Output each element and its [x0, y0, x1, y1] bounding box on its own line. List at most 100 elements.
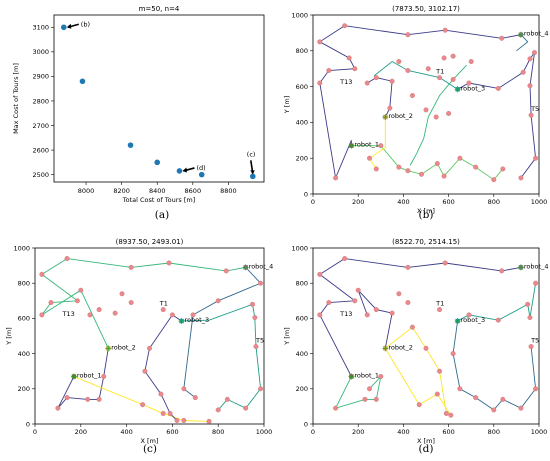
y-tick-label-c: 400: [18, 350, 30, 358]
task-node: [333, 175, 339, 181]
task-node: [533, 155, 539, 161]
task-node: [250, 301, 255, 307]
x-tick-label-b: 200: [352, 198, 364, 206]
y-axis-label-b: Y [m]: [283, 96, 291, 114]
route-line: [357, 289, 393, 349]
task-node: [160, 307, 166, 313]
y-tick-label-a: 2500: [32, 171, 49, 179]
task-node: [425, 66, 431, 72]
task-node: [396, 59, 402, 64]
task-node: [352, 298, 358, 304]
y-tick-label-d: 200: [296, 385, 308, 393]
task-node: [346, 55, 352, 61]
task-node: [437, 307, 443, 313]
task-node: [457, 155, 463, 161]
task-node: [112, 310, 118, 316]
data-point: [127, 142, 134, 148]
task-node: [317, 80, 323, 86]
x-axis-label-d: X [m]: [417, 437, 435, 445]
task-node: [252, 315, 258, 320]
x-tick-label-c: 200: [75, 428, 87, 436]
task-node: [128, 300, 134, 306]
y-tick-label-d: 600: [296, 315, 308, 323]
task-node: [364, 312, 370, 318]
task-node: [215, 407, 221, 413]
task-node: [434, 391, 440, 397]
task-node: [317, 312, 323, 318]
task-node: [253, 344, 259, 350]
task-label: T13: [339, 310, 352, 318]
task-label: T5: [530, 336, 539, 344]
task-node: [442, 260, 448, 266]
robot-label: robot_3: [461, 84, 486, 92]
task-node: [500, 396, 506, 402]
y-tick-label-c: 0: [26, 420, 30, 428]
task-node: [448, 412, 454, 418]
x-tick-label-d: 200: [352, 428, 364, 436]
robot-label: robot_3: [185, 316, 210, 324]
chart-title-c: (8937.50, 2493.01): [116, 238, 184, 246]
y-tick-label-a: 3000: [32, 48, 49, 56]
x-tick-label-c: 1000: [256, 428, 273, 436]
task-node: [446, 110, 452, 116]
route-line: [41, 258, 246, 349]
task-node: [373, 396, 379, 402]
route-line: [452, 320, 537, 411]
route-line: [373, 60, 458, 90]
plot-frame-a: [53, 14, 265, 183]
task-node: [499, 268, 505, 274]
plot-frame-c: [34, 247, 265, 425]
y-tick-label-a: 3100: [32, 24, 49, 32]
task-node: [434, 161, 440, 167]
y-tick-label-a: 2800: [32, 97, 49, 105]
task-node: [373, 307, 379, 313]
task-node: [326, 68, 332, 73]
task-node: [518, 175, 524, 181]
y-tick-label-a: 2600: [32, 146, 49, 154]
data-point: [60, 24, 67, 31]
y-tick-label-c: 1000: [13, 244, 30, 252]
task-label: T1: [435, 67, 444, 75]
panel-caption-c: (c): [143, 443, 157, 455]
task-node: [101, 374, 107, 379]
route-line: [351, 145, 504, 181]
task-node: [466, 80, 472, 86]
task-node: [169, 312, 175, 318]
x-tick-label-a: 8800: [220, 187, 237, 195]
y-tick-label-d: 1000: [291, 244, 308, 252]
task-label: T13: [61, 310, 74, 318]
x-tick-label-c: 0: [33, 428, 37, 436]
task-node: [64, 395, 70, 401]
task-node: [74, 298, 80, 304]
task-node: [527, 315, 533, 320]
task-node: [457, 386, 463, 392]
task-node: [450, 351, 456, 357]
task-node: [224, 396, 230, 402]
task-node: [64, 256, 70, 262]
task-node: [128, 264, 134, 270]
y-tick-label-b: 1000: [291, 11, 308, 19]
x-tick-label-d: 600: [442, 428, 454, 436]
task-node: [533, 280, 539, 286]
route-line: [457, 52, 537, 179]
annotation-arrow-head: [66, 23, 72, 29]
task-node: [258, 386, 264, 392]
task-node: [495, 317, 501, 323]
task-label: T1: [159, 299, 168, 307]
task-node: [419, 171, 424, 177]
x-tick-label-b: 400: [397, 198, 409, 206]
task-node: [243, 405, 249, 411]
task-node: [405, 32, 411, 38]
robot-label: robot_1: [354, 141, 379, 149]
task-node: [342, 23, 348, 29]
x-tick-label-d: 800: [488, 428, 500, 436]
task-node: [442, 27, 448, 33]
task-node: [396, 291, 402, 297]
x-tick-label-c: 600: [166, 428, 178, 436]
task-node: [373, 166, 379, 172]
annotation-arrow-head: [182, 167, 187, 173]
task-node: [441, 173, 447, 179]
task-node: [443, 410, 449, 416]
task-node: [409, 324, 415, 330]
